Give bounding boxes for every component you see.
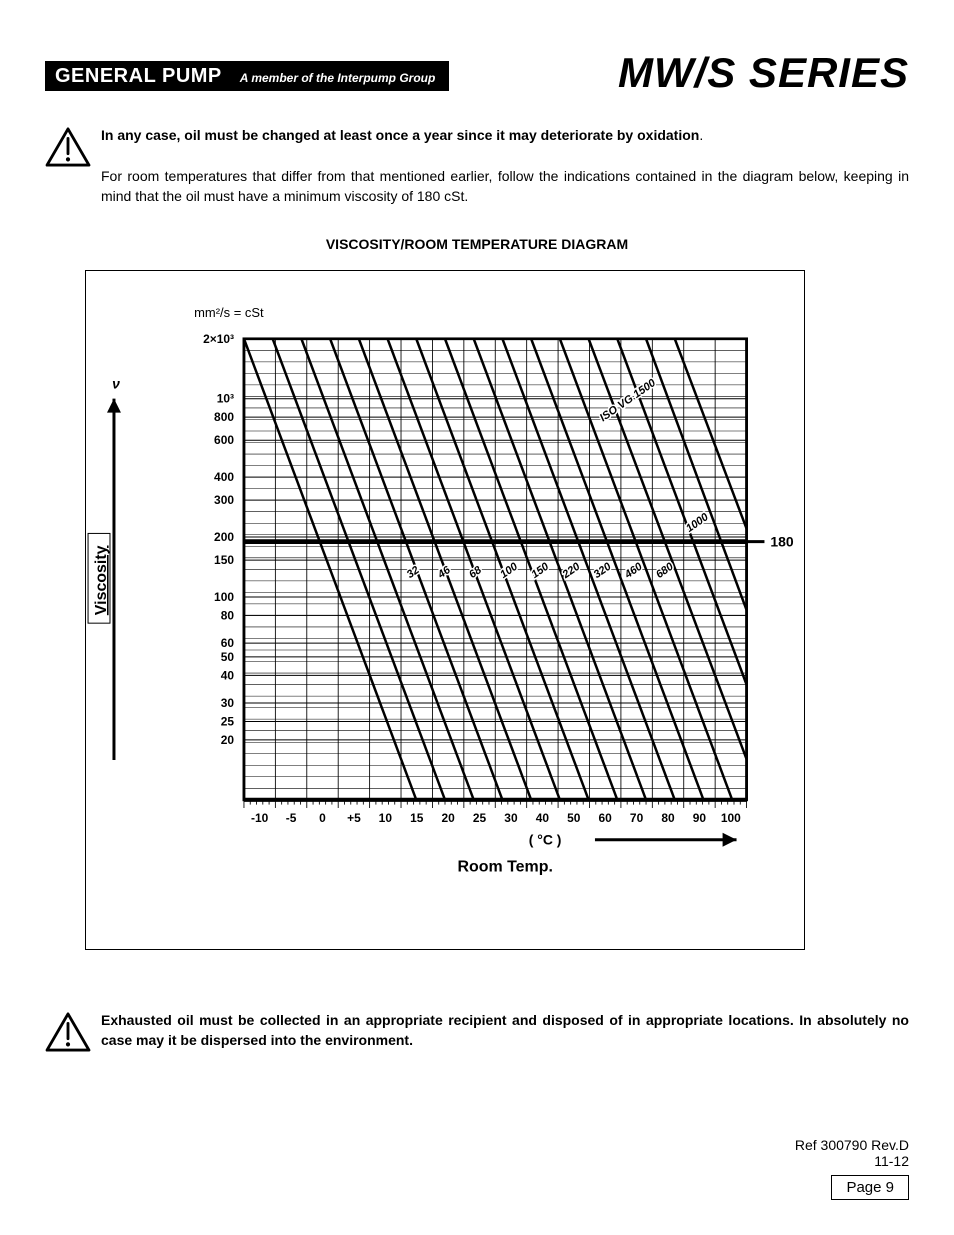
- svg-text:600: 600: [214, 433, 234, 447]
- svg-text:150: 150: [214, 553, 234, 567]
- svg-text:200: 200: [214, 530, 234, 544]
- warning-1-text: In any case, oil must be changed at leas…: [101, 125, 909, 206]
- warning-block-2: Exhausted oil must be collected in an ap…: [45, 1010, 909, 1057]
- diagram-title: VISCOSITY/ROOM TEMPERATURE DIAGRAM: [45, 236, 909, 252]
- warning-icon: [45, 1012, 91, 1057]
- page-number: Page 9: [831, 1175, 909, 1200]
- svg-text:2×10³: 2×10³: [203, 332, 234, 346]
- series-title: MW/S SERIES: [618, 49, 909, 97]
- svg-text:25: 25: [473, 811, 487, 825]
- svg-text:300: 300: [214, 493, 234, 507]
- svg-text:15: 15: [410, 811, 424, 825]
- svg-text:90: 90: [693, 811, 707, 825]
- footer-meta: Ref 300790 Rev.D 11-12 Page 9: [795, 1137, 909, 1200]
- svg-text:800: 800: [214, 410, 234, 424]
- svg-text:460: 460: [622, 561, 645, 582]
- svg-text:60: 60: [221, 636, 235, 650]
- svg-text:20: 20: [441, 811, 455, 825]
- svg-text:0: 0: [319, 811, 326, 825]
- svg-text:Room Temp.: Room Temp.: [458, 859, 553, 876]
- warning-2-text: Exhausted oil must be collected in an ap…: [101, 1010, 909, 1051]
- svg-text:32: 32: [405, 564, 422, 581]
- svg-text:25: 25: [221, 715, 235, 729]
- svg-text:680: 680: [654, 561, 676, 581]
- brand-name: GENERAL PUMP: [55, 65, 222, 88]
- svg-text:-5: -5: [286, 811, 297, 825]
- warning-1-body: For room temperatures that differ from t…: [101, 168, 909, 204]
- viscosity-diagram: mm²/s = cSt2×10³10³800600400300200150100…: [85, 270, 805, 950]
- svg-text:10: 10: [379, 811, 393, 825]
- svg-text:68: 68: [467, 564, 485, 581]
- svg-text:50: 50: [221, 650, 235, 664]
- svg-text:70: 70: [630, 811, 644, 825]
- svg-text:1000: 1000: [684, 511, 711, 535]
- page-header: GENERAL PUMP A member of the Interpump G…: [45, 55, 909, 97]
- svg-text:-10: -10: [251, 811, 269, 825]
- svg-text:400: 400: [214, 470, 234, 484]
- svg-text:Viscosity: Viscosity: [93, 546, 110, 616]
- warning-icon: [45, 127, 91, 172]
- svg-text:80: 80: [661, 811, 675, 825]
- svg-text:40: 40: [221, 669, 235, 683]
- footer-ref: Ref 300790 Rev.D: [795, 1137, 909, 1153]
- svg-text:10³: 10³: [217, 392, 234, 406]
- svg-text:100: 100: [721, 811, 741, 825]
- svg-text:30: 30: [504, 811, 518, 825]
- brand-tagline: A member of the Interpump Group: [240, 71, 436, 85]
- svg-text:ν: ν: [112, 376, 120, 392]
- svg-text:46: 46: [435, 564, 453, 582]
- warning-1-bold: In any case, oil must be changed at leas…: [101, 127, 699, 143]
- svg-text:mm²/s = cSt: mm²/s = cSt: [194, 305, 264, 320]
- svg-text:( °C ): ( °C ): [529, 832, 562, 848]
- svg-text:30: 30: [221, 696, 235, 710]
- footer-date: 11-12: [795, 1153, 909, 1169]
- warning-2-body: Exhausted oil must be collected in an ap…: [101, 1012, 909, 1048]
- brand-bar: GENERAL PUMP A member of the Interpump G…: [45, 61, 449, 91]
- svg-text:60: 60: [599, 811, 613, 825]
- svg-text:40: 40: [536, 811, 550, 825]
- svg-text:80: 80: [221, 609, 235, 623]
- svg-text:180: 180: [770, 534, 794, 550]
- svg-text:220: 220: [560, 561, 583, 582]
- svg-text:+5: +5: [347, 811, 361, 825]
- svg-text:ISO VG 1500: ISO VG 1500: [598, 377, 658, 424]
- svg-text:150: 150: [529, 561, 551, 581]
- svg-text:50: 50: [567, 811, 581, 825]
- svg-text:100: 100: [214, 590, 234, 604]
- svg-text:20: 20: [221, 733, 235, 747]
- svg-text:320: 320: [592, 561, 614, 581]
- document-page: GENERAL PUMP A member of the Interpump G…: [0, 0, 954, 1235]
- warning-block-1: In any case, oil must be changed at leas…: [45, 125, 909, 206]
- svg-text:100: 100: [498, 561, 520, 581]
